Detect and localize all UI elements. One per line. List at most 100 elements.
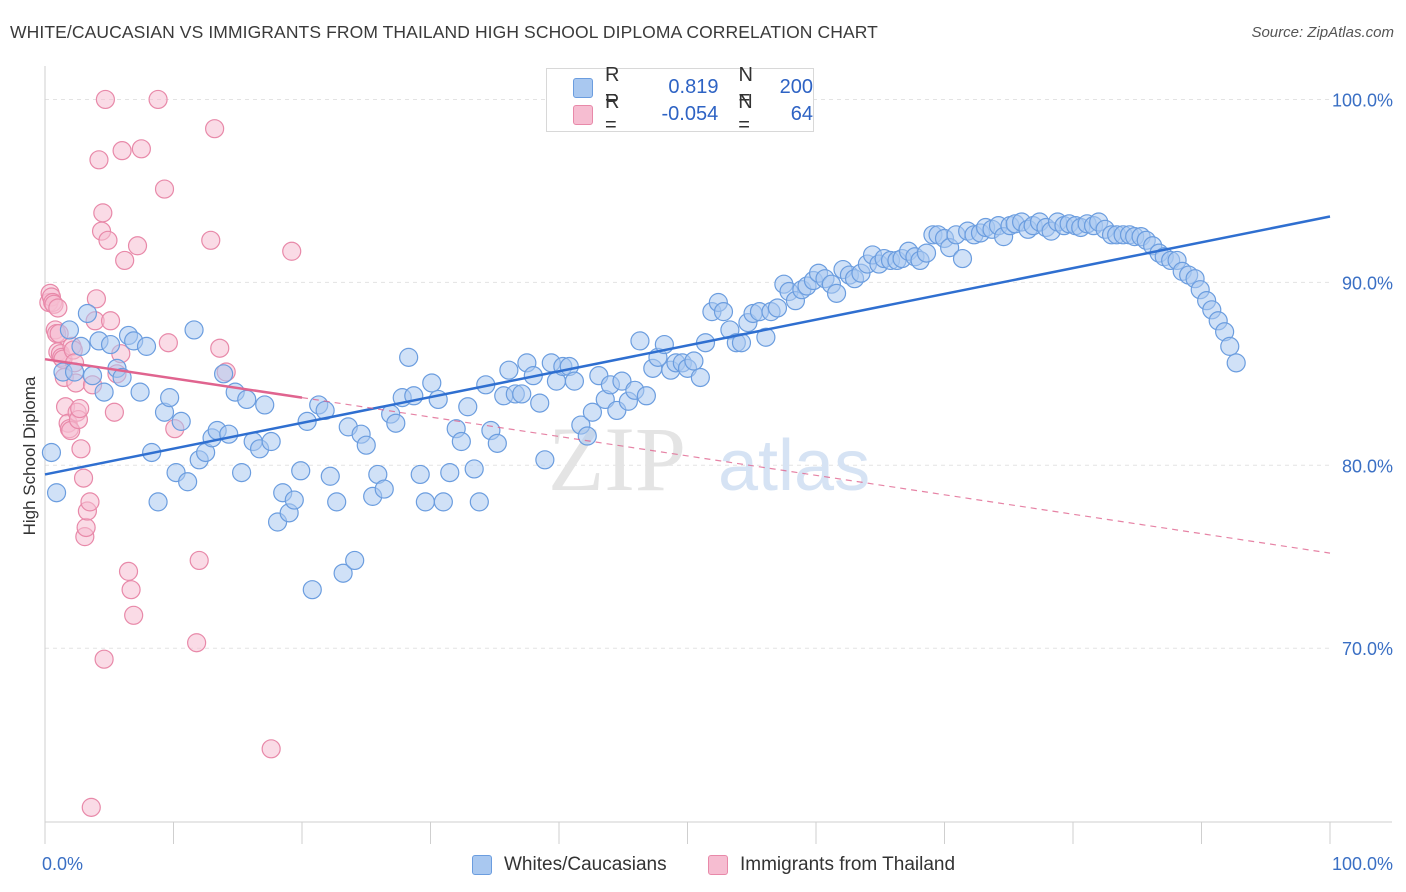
whites-point bbox=[564, 371, 585, 391]
whites-point bbox=[302, 580, 322, 600]
whites-point bbox=[690, 367, 710, 388]
whites-point bbox=[160, 388, 180, 408]
bottom-legend-swatch-whites bbox=[472, 855, 492, 875]
whites-point bbox=[582, 402, 603, 422]
whites-point bbox=[530, 393, 550, 413]
thailand-trend-line bbox=[44, 357, 303, 399]
thailand-point bbox=[98, 230, 118, 250]
chart-title: WHITE/CAUCASIAN VS IMMIGRANTS FROM THAIL… bbox=[10, 22, 878, 42]
stats-legend: R = 0.819 N = 200 R = -0.054 N = 64 bbox=[546, 64, 814, 136]
x-tick-label: 0.0% bbox=[42, 854, 83, 874]
whites-point bbox=[630, 331, 650, 351]
whites-point bbox=[916, 243, 937, 263]
bottom-legend-whites: Whites/Caucasians bbox=[472, 852, 667, 878]
thailand-point bbox=[201, 230, 221, 250]
legend-n-value: 64 bbox=[790, 102, 814, 125]
thailand-point bbox=[76, 517, 96, 538]
y-tick-label: 90.0% bbox=[1342, 273, 1393, 293]
thailand-point bbox=[121, 580, 141, 600]
thailand-point bbox=[112, 141, 132, 161]
whites-point bbox=[1226, 353, 1246, 373]
whites-point bbox=[487, 433, 507, 453]
thailand-point bbox=[81, 797, 101, 817]
bottom-legend-label-whites: Whites/Caucasians bbox=[504, 854, 667, 875]
thailand-point bbox=[104, 402, 124, 422]
whites-point bbox=[386, 413, 406, 433]
bottom-legend-label-thailand: Immigrants from Thailand bbox=[740, 854, 956, 875]
thailand-point bbox=[115, 250, 135, 271]
thailand-point bbox=[80, 492, 100, 512]
thailand-point bbox=[158, 333, 178, 353]
whites-point bbox=[1220, 336, 1240, 356]
legend-swatch-whites bbox=[573, 78, 593, 98]
whites-point bbox=[952, 248, 973, 269]
whites-point bbox=[433, 492, 453, 512]
thailand-point bbox=[73, 468, 94, 488]
whites-point bbox=[136, 336, 157, 356]
whites-point bbox=[214, 364, 234, 384]
legend-r-value: 0.819 bbox=[668, 75, 719, 98]
whites-point bbox=[71, 336, 91, 356]
legend-r-label: R = bbox=[605, 91, 620, 136]
legend-n-label: N = bbox=[738, 64, 753, 109]
legend-n-label: N = bbox=[738, 91, 753, 136]
whites-point bbox=[636, 386, 656, 406]
whites-point bbox=[577, 426, 597, 446]
whites-point bbox=[826, 283, 847, 303]
whites-point bbox=[255, 395, 275, 415]
thailand-point bbox=[89, 150, 109, 170]
whites-point bbox=[171, 411, 191, 431]
thailand-point bbox=[210, 338, 230, 358]
thailand-point bbox=[261, 739, 281, 759]
thailand-point bbox=[93, 203, 113, 223]
y-axis-label: High School Diploma bbox=[20, 376, 39, 535]
whites-point bbox=[440, 463, 460, 483]
whites-point bbox=[94, 382, 114, 402]
bottom-legend-thailand: Immigrants from Thailand bbox=[708, 852, 955, 878]
whites-point bbox=[59, 320, 80, 340]
thailand-point bbox=[86, 289, 107, 309]
thailand-point bbox=[48, 298, 68, 318]
whites-point bbox=[320, 466, 340, 486]
legend-n-value: 200 bbox=[779, 75, 814, 98]
y-tick-label: 100.0% bbox=[1332, 90, 1393, 110]
thailand-point bbox=[187, 633, 207, 653]
whites-point bbox=[469, 492, 489, 512]
y-tick-label: 70.0% bbox=[1342, 639, 1393, 659]
legend-r-value: -0.054 bbox=[661, 102, 719, 125]
thailand-point bbox=[70, 398, 90, 419]
legend-r-label: R = bbox=[605, 64, 620, 109]
whites-point bbox=[77, 303, 98, 324]
whites-point bbox=[46, 483, 67, 503]
thailand-point bbox=[124, 605, 144, 625]
thailand-point bbox=[95, 89, 115, 110]
whites-point bbox=[399, 347, 419, 367]
whites-point bbox=[41, 442, 62, 463]
thailand-point bbox=[127, 236, 148, 256]
whites-point bbox=[535, 450, 555, 470]
whites-point bbox=[410, 464, 430, 485]
trend-lines bbox=[44, 215, 1331, 554]
whites-point bbox=[345, 550, 365, 571]
whites-point bbox=[178, 472, 198, 492]
whites-point bbox=[261, 431, 281, 452]
whites-point bbox=[219, 424, 239, 444]
thailand-point bbox=[131, 139, 151, 159]
whites-point bbox=[356, 435, 376, 455]
whites-point bbox=[148, 492, 168, 512]
whites-point bbox=[684, 351, 704, 371]
watermark-zip: ZIP bbox=[548, 408, 686, 510]
whites-point bbox=[512, 384, 532, 404]
watermark-atlas: atlas bbox=[718, 426, 870, 506]
thailand-point bbox=[205, 119, 225, 139]
watermark: ZIP atlas bbox=[548, 408, 870, 510]
whites-point bbox=[184, 320, 204, 340]
whites-point bbox=[713, 302, 734, 322]
whites-trend-line bbox=[44, 215, 1331, 476]
thailand-point bbox=[94, 649, 114, 669]
whites-point bbox=[327, 492, 347, 512]
y-tick-labels: 70.0% 80.0% 90.0% 100.0% bbox=[1332, 90, 1393, 659]
thailand-point bbox=[282, 241, 302, 261]
thailand-point bbox=[148, 89, 168, 110]
thailand-point bbox=[154, 179, 175, 199]
